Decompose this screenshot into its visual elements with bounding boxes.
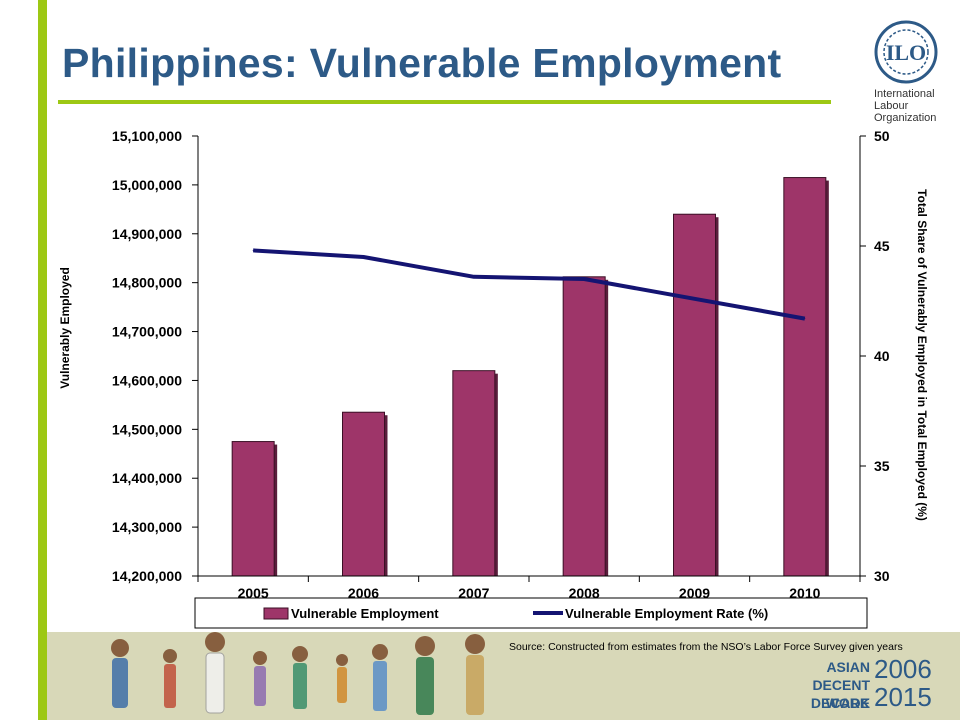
y-tick-label-left: 14,800,000 — [112, 275, 182, 291]
logo-line: Labour — [874, 100, 909, 112]
x-tick-label: 2009 — [679, 585, 710, 601]
bar — [562, 276, 606, 577]
footer-decade: DECADE — [810, 695, 870, 711]
footer-year-start: 2006 — [874, 654, 932, 684]
slide-left-margin — [0, 0, 38, 720]
bar — [673, 213, 716, 577]
y-tick-label-right: 45 — [874, 238, 890, 254]
footer-decent-work: DECENT WORK — [812, 677, 870, 711]
bar — [342, 411, 385, 577]
y-axis-title-left: Vulnerably Employed — [58, 267, 72, 389]
y-tick-label-left: 14,500,000 — [112, 421, 182, 437]
y-tick-label-right: 35 — [874, 458, 890, 474]
y-tick-label-left: 14,200,000 — [112, 568, 182, 584]
x-tick-label: 2005 — [238, 585, 269, 601]
rate-point — [583, 278, 585, 280]
legend-box — [194, 597, 868, 629]
x-tick-label: 2010 — [789, 585, 820, 601]
logo-line: International — [874, 88, 935, 100]
legend-label-line: Vulnerable Employment Rate (%) — [565, 606, 768, 621]
y-tick-label-left: 14,400,000 — [112, 470, 182, 486]
footer-year-end: 2015 — [874, 682, 932, 712]
y-tick-label-left: 14,900,000 — [112, 226, 182, 242]
title-underline — [58, 100, 831, 104]
green-accent-stripe — [38, 0, 47, 720]
decent-work-decade-logo: ASIAN DECENT WORK DECADE 2006 2015 — [768, 654, 948, 716]
rate-point — [473, 276, 475, 278]
x-tick-label: 2007 — [458, 585, 489, 601]
y-tick-label-right: 30 — [874, 568, 890, 584]
x-tick-label: 2006 — [348, 585, 379, 601]
y-tick-label-left: 15,100,000 — [112, 128, 182, 144]
logo-line: Organization — [874, 112, 937, 124]
y-tick-label-left: 14,700,000 — [112, 324, 182, 340]
rate-point — [363, 256, 364, 258]
bar — [231, 441, 275, 577]
ilo-logo: ILO — [870, 16, 942, 128]
y-tick-label-right: 40 — [874, 348, 890, 364]
legend-swatch-bar — [263, 607, 289, 620]
rate-point — [252, 249, 254, 251]
y-tick-label-right: 50 — [874, 128, 890, 144]
legend-label-bar: Vulnerable Employment — [291, 606, 439, 621]
y-tick-label-left: 14,300,000 — [112, 519, 182, 535]
footer-band — [47, 632, 960, 720]
y-axis-title-right: Total Share of Vulnerably Employed in To… — [915, 189, 929, 521]
source-note: Source: Constructed from estimates from … — [509, 641, 903, 653]
y-tick-label-left: 15,000,000 — [112, 177, 182, 193]
x-tick-label: 2008 — [569, 585, 600, 601]
rate-point — [804, 318, 806, 320]
y-tick-label-left: 14,600,000 — [112, 372, 182, 388]
rate-point — [694, 298, 695, 300]
ilo-logo-text: International Labour Organization — [874, 88, 936, 124]
bar — [783, 177, 827, 577]
bar — [452, 370, 496, 577]
ilo-emblem-icon: ILO — [874, 20, 938, 84]
workers-illustration-icon — [111, 632, 485, 715]
logo-emblem-text: ILO — [886, 40, 926, 65]
footer-asian: ASIAN — [826, 659, 870, 675]
rate-line — [253, 248, 806, 321]
slide-title: Philippines: Vulnerable Employment — [62, 40, 782, 86]
